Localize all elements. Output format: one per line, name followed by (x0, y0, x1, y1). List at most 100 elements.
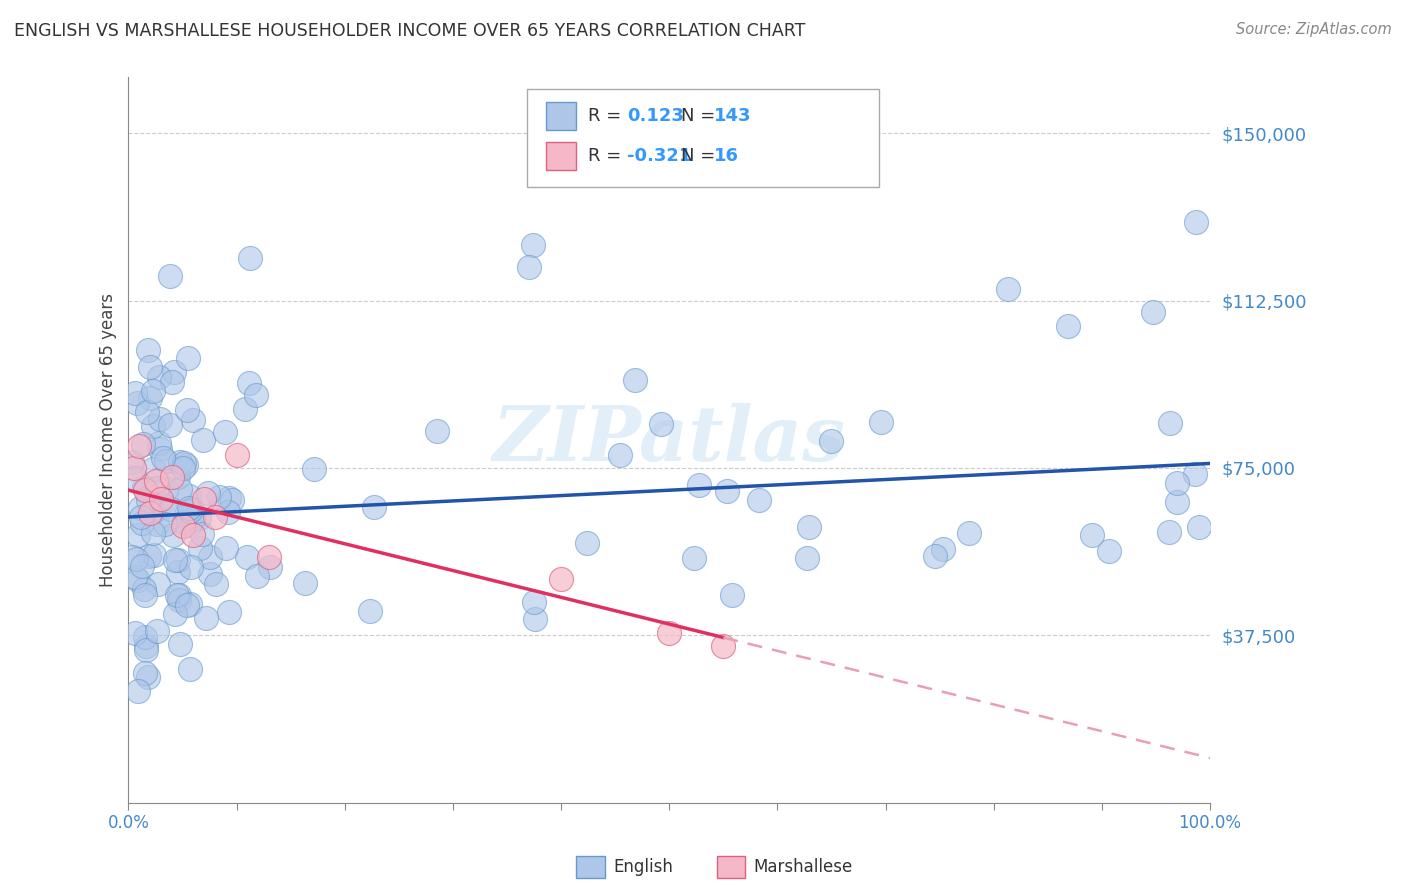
Point (165, 552, 187, 566)
Point (187, 510, 209, 524)
Point (238, 251, 260, 265)
Text: English: English (613, 858, 673, 876)
Point (1159, 524, 1181, 539)
Point (225, 448, 247, 462)
Point (721, 588, 744, 602)
Point (153, 516, 176, 531)
Point (134, 483, 156, 498)
Point (172, 519, 194, 533)
Point (523, 595, 546, 609)
Point (134, 480, 156, 494)
Point (204, 510, 226, 524)
Point (1184, 467, 1206, 481)
Point (160, 502, 183, 516)
Point (924, 549, 946, 563)
Point (146, 481, 169, 495)
Point (163, 366, 186, 380)
Point (957, 525, 980, 540)
Point (208, 490, 231, 504)
Text: 143: 143 (714, 107, 752, 125)
Point (181, 511, 204, 525)
Point (1188, 520, 1211, 534)
Point (165, 607, 187, 621)
Point (257, 550, 280, 565)
Point (550, 573, 572, 587)
Point (522, 237, 544, 252)
Point (609, 448, 631, 462)
Point (169, 637, 191, 651)
Point (146, 517, 169, 532)
Point (179, 489, 201, 503)
Point (174, 458, 197, 472)
Point (748, 493, 770, 508)
Point (359, 604, 381, 618)
Point (169, 455, 191, 469)
Point (169, 482, 191, 496)
Point (142, 461, 165, 475)
Text: N =: N = (681, 147, 720, 165)
Point (197, 485, 219, 500)
Point (246, 569, 269, 583)
Point (149, 492, 172, 507)
Point (214, 425, 236, 439)
Text: Source: ZipAtlas.com: Source: ZipAtlas.com (1236, 22, 1392, 37)
Point (180, 560, 202, 574)
Point (134, 630, 156, 644)
Point (870, 416, 893, 430)
Point (121, 455, 143, 469)
Point (127, 684, 149, 698)
Point (1057, 318, 1080, 333)
Point (198, 567, 221, 582)
Point (149, 442, 172, 457)
Point (195, 611, 218, 625)
Point (624, 373, 647, 387)
Point (148, 369, 170, 384)
Point (716, 484, 738, 499)
Point (167, 592, 190, 607)
Point (136, 670, 159, 684)
Text: 0.123: 0.123 (627, 107, 683, 125)
Point (138, 391, 160, 405)
Text: ENGLISH VS MARSHALLESE HOUSEHOLDER INCOME OVER 65 YEARS CORRELATION CHART: ENGLISH VS MARSHALLESE HOUSEHOLDER INCOM… (14, 22, 806, 40)
Point (179, 517, 201, 532)
Point (820, 434, 842, 449)
Point (683, 550, 706, 565)
Point (138, 492, 160, 507)
Point (172, 460, 194, 475)
Point (124, 551, 146, 566)
Point (131, 516, 153, 530)
Point (124, 471, 146, 485)
Point (124, 570, 146, 584)
Text: -0.321: -0.321 (627, 147, 692, 165)
Point (142, 384, 165, 398)
Y-axis label: Householder Income Over 65 years: Householder Income Over 65 years (100, 293, 117, 587)
Point (177, 351, 200, 365)
Point (188, 541, 211, 555)
Point (1166, 476, 1188, 491)
Point (524, 612, 547, 626)
Point (183, 528, 205, 542)
Point (198, 549, 221, 564)
Point (127, 528, 149, 542)
Point (160, 375, 183, 389)
Text: Marshallese: Marshallese (754, 858, 853, 876)
Point (176, 403, 198, 417)
Point (799, 520, 821, 534)
Point (124, 386, 146, 401)
Point (129, 510, 152, 524)
Point (139, 506, 162, 520)
Point (796, 550, 818, 565)
Point (152, 450, 174, 465)
Point (153, 499, 176, 513)
Text: ZIPatlas: ZIPatlas (492, 403, 846, 477)
Point (259, 559, 281, 574)
Point (135, 405, 157, 419)
Point (167, 553, 190, 567)
Point (127, 573, 149, 587)
Point (167, 470, 190, 484)
Point (160, 470, 183, 484)
Point (363, 500, 385, 515)
Point (179, 504, 201, 518)
Point (162, 528, 184, 542)
Point (146, 624, 169, 638)
